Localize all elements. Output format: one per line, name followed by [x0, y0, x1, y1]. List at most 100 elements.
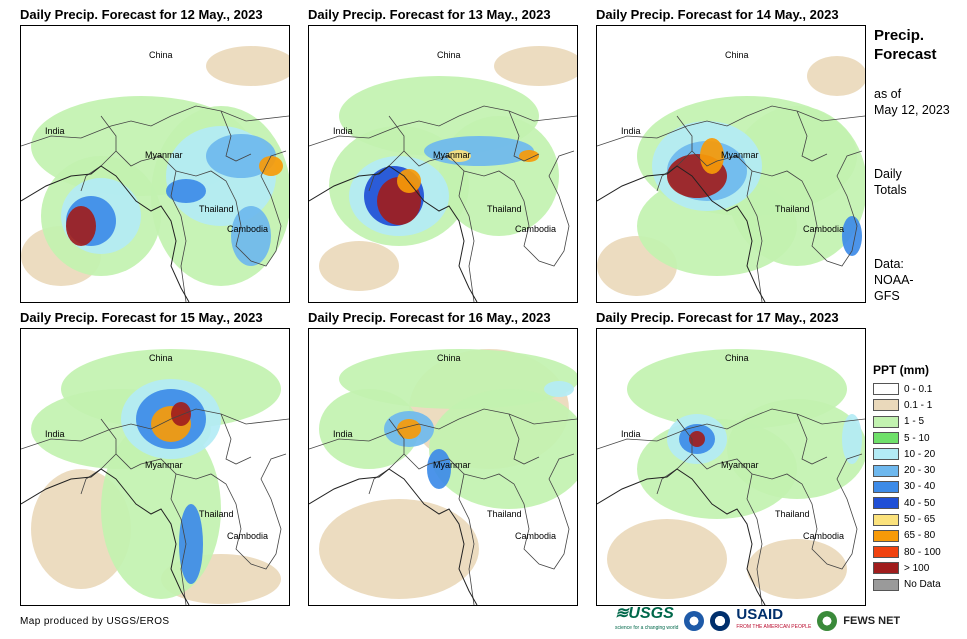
precip-map-graphic — [597, 349, 865, 605]
country-border — [691, 453, 763, 605]
precip-area — [747, 539, 847, 599]
legend-item: 0 - 0.1 — [873, 381, 941, 397]
legend-swatch — [873, 578, 899, 591]
precip-map-graphic — [309, 349, 577, 605]
legend-label: 65 - 80 — [904, 530, 936, 542]
legend-title: PPT (mm) — [873, 363, 930, 377]
panel-title: Daily Precip. Forecast for 16 May., 2023 — [308, 310, 551, 325]
place-label-myanmar: Myanmar — [721, 150, 759, 160]
legend-label: 0.1 - 1 — [904, 399, 933, 411]
data-source-label: Data: — [874, 257, 904, 271]
place-label-china: China — [149, 50, 173, 60]
country-border — [368, 418, 405, 495]
coastline — [309, 165, 478, 302]
coastline — [597, 468, 766, 605]
precip-area — [179, 504, 203, 584]
place-label-india: India — [621, 126, 641, 136]
legend-item: 1 - 5 — [873, 414, 941, 430]
precip-area — [807, 56, 865, 96]
place-label-myanmar: Myanmar — [433, 460, 471, 470]
country-border — [403, 453, 475, 605]
place-label-china: China — [437, 50, 461, 60]
noaa-logo — [684, 611, 705, 631]
legend-swatch — [873, 432, 899, 445]
precip-area — [319, 389, 419, 469]
precip-area — [447, 150, 471, 162]
legend-item: 20 - 30 — [873, 462, 941, 478]
fews-globe-icon — [817, 611, 838, 631]
legend-item: 50 - 65 — [873, 511, 941, 527]
sidebar-title-line1: Precip. — [874, 27, 925, 44]
precip-area — [166, 179, 206, 203]
place-label-thailand: Thailand — [199, 509, 234, 519]
usaid-logo: USAID FROM THE AMERICAN PEOPLE — [736, 606, 812, 634]
country-border — [403, 150, 475, 302]
precip-area — [544, 381, 574, 397]
country-border — [309, 408, 577, 450]
place-label-china: China — [725, 50, 749, 60]
legend-label: 0 - 0.1 — [904, 383, 933, 395]
legend-item: 40 - 50 — [873, 495, 941, 511]
panel-title: Daily Precip. Forecast for 17 May., 2023 — [596, 310, 839, 325]
forecast-map: China India Myanmar Thailand Cambodia — [308, 25, 578, 303]
country-border — [691, 150, 763, 302]
place-label-cambodia: Cambodia — [515, 224, 557, 234]
place-label-myanmar: Myanmar — [145, 150, 183, 160]
country-border — [220, 110, 252, 162]
precip-area — [842, 414, 862, 464]
place-label-india: India — [45, 126, 65, 136]
legend-item: 0.1 - 1 — [873, 397, 941, 413]
data-source-line3: GFS — [874, 289, 900, 303]
country-border — [597, 408, 865, 450]
legend-item: 5 - 10 — [873, 430, 941, 446]
data-source-line2: NOAA- — [874, 273, 914, 287]
precip-area — [319, 499, 479, 599]
totals-label: Totals — [874, 183, 907, 197]
legend-label: 1 - 5 — [904, 416, 925, 428]
sidebar-title: Precip. Forecast — [874, 26, 937, 64]
legend-swatch — [873, 448, 899, 461]
legend-item: > 100 — [873, 560, 941, 576]
country-border — [751, 150, 863, 267]
country-border — [368, 115, 405, 192]
legend-swatch — [873, 562, 899, 575]
precip-area — [397, 419, 421, 439]
place-label-cambodia: Cambodia — [803, 224, 845, 234]
legend-swatch — [873, 383, 899, 396]
country-border — [751, 453, 863, 570]
precip-area — [206, 46, 289, 86]
legend-item: 10 - 20 — [873, 446, 941, 462]
country-border — [115, 150, 187, 302]
coastline — [21, 468, 190, 605]
country-border — [80, 115, 117, 192]
country-border — [175, 453, 287, 570]
daily-label: Daily — [874, 167, 902, 181]
usaid-logo-text: USAID — [736, 606, 784, 623]
forecast-map: China India Myanmar Thailand Cambodia — [596, 25, 866, 303]
country-border — [463, 150, 575, 267]
precip-area — [171, 402, 191, 426]
precip-map-graphic — [21, 46, 289, 302]
as-of-date: as of May 12, 2023 — [874, 86, 950, 118]
place-label-myanmar: Myanmar — [721, 460, 759, 470]
panel-title: Daily Precip. Forecast for 15 May., 2023 — [20, 310, 263, 325]
usgs-logo-text: ≋USGS — [615, 605, 674, 622]
legend-swatch — [873, 415, 899, 428]
as-of-label: as of — [874, 87, 902, 101]
precip-area — [259, 156, 283, 176]
panel-title: Daily Precip. Forecast for 12 May., 2023 — [20, 7, 263, 22]
precip-map-graphic — [21, 349, 289, 605]
place-label-cambodia: Cambodia — [227, 531, 269, 541]
precip-map-graphic — [309, 46, 577, 302]
panel-title: Daily Precip. Forecast for 13 May., 2023 — [308, 7, 551, 22]
place-label-thailand: Thailand — [775, 204, 810, 214]
place-label-india: India — [621, 429, 641, 439]
place-label-india: India — [333, 429, 353, 439]
place-label-thailand: Thailand — [487, 204, 522, 214]
country-border — [463, 453, 575, 570]
usaid-logo-tagline: FROM THE AMERICAN PEOPLE — [736, 624, 812, 630]
precip-area — [206, 134, 276, 178]
precip-area — [607, 519, 727, 599]
precip-area — [494, 46, 577, 86]
forecast-map: China India Myanmar Thailand Cambodia — [20, 328, 290, 606]
